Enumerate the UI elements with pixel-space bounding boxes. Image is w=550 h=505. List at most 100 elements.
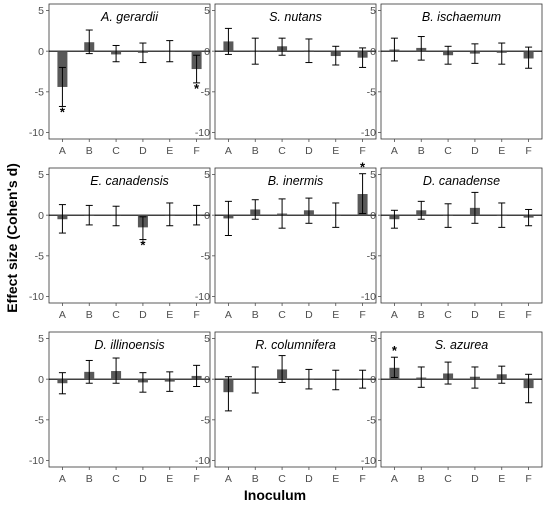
error-bar (332, 45, 340, 66)
error-bar (85, 359, 93, 384)
y-tick-label: -5 (367, 86, 376, 98)
y-tick-label: -10 (361, 291, 376, 303)
y-tick-label: 5 (38, 5, 44, 17)
x-tick-label: C (112, 145, 120, 157)
error-bar (471, 366, 479, 389)
error-bar (444, 361, 452, 385)
x-tick-label: C (112, 309, 120, 321)
y-tick-label: 0 (370, 210, 376, 222)
error-bar (332, 202, 340, 228)
y-tick-label: -10 (195, 291, 210, 303)
error-bar (224, 376, 232, 412)
error-bar (139, 216, 147, 241)
x-tick-label: A (59, 473, 66, 485)
panel-border (380, 3, 543, 140)
y-tick-label: 0 (204, 46, 210, 58)
error-bar (112, 205, 120, 227)
x-tick-label: C (112, 473, 120, 485)
panel-title: D. illinoensis (94, 338, 164, 352)
error-bar (251, 199, 259, 220)
x-tick-label: B (252, 145, 259, 157)
panel-6: D. canadense 5 0 -5 -10 A B C D E F (361, 167, 543, 321)
panel-8: R. columnifera 5 0 -5 -10 A B C D E F (195, 331, 377, 485)
y-tick-label: 0 (38, 46, 44, 58)
panel-3: B. ischaemum 5 0 -5 -10 A B C D E F (361, 3, 543, 157)
y-tick-label: 5 (204, 5, 210, 17)
x-tick-label: B (252, 309, 259, 321)
x-tick-label: D (305, 145, 313, 157)
x-tick-label: E (166, 145, 173, 157)
x-tick-label: D (139, 145, 147, 157)
x-tick-label: E (332, 309, 339, 321)
x-tick-label: D (471, 145, 479, 157)
y-tick-label: -10 (361, 455, 376, 467)
y-tick-label: 5 (38, 169, 44, 181)
x-tick-label: D (471, 309, 479, 321)
error-bar (166, 40, 174, 63)
x-tick-label: A (225, 473, 232, 485)
error-bar (332, 369, 340, 391)
x-tick-label: C (278, 145, 286, 157)
x-tick-label: B (418, 473, 425, 485)
error-bar (525, 208, 533, 227)
x-tick-label: C (278, 309, 286, 321)
y-tick-label: -5 (35, 86, 44, 98)
x-tick-label: F (525, 473, 531, 485)
y-tick-label: 0 (38, 210, 44, 222)
significance-star: * (360, 160, 366, 175)
x-tick-label: F (359, 145, 365, 157)
x-axis-title: Inoculum (244, 487, 306, 503)
x-tick-label: D (305, 309, 313, 321)
y-tick-label: -10 (195, 127, 210, 139)
x-tick-label: F (359, 309, 365, 321)
x-tick-label: D (139, 473, 147, 485)
x-tick-label: B (86, 145, 93, 157)
x-tick-label: A (225, 309, 232, 321)
error-bar (112, 44, 120, 63)
y-tick-label: 5 (370, 333, 376, 345)
y-tick-label: -5 (201, 414, 210, 426)
error-bar (359, 369, 367, 389)
error-bar (166, 202, 174, 227)
x-tick-label: B (86, 473, 93, 485)
error-bar (305, 38, 313, 64)
x-tick-label: E (498, 145, 505, 157)
error-bar (58, 372, 66, 395)
significance-star: * (194, 81, 200, 96)
panel-title: E. canadensis (90, 174, 169, 188)
x-tick-label: A (391, 145, 398, 157)
error-bar (251, 366, 259, 394)
error-bar (525, 373, 533, 404)
panel-border (48, 331, 211, 468)
error-bar (193, 54, 201, 84)
x-tick-label: E (498, 309, 505, 321)
y-tick-label: -5 (201, 86, 210, 98)
y-tick-label: -5 (201, 250, 210, 262)
error-bar (525, 46, 533, 69)
error-bar (444, 45, 452, 65)
error-bar (85, 204, 93, 226)
x-tick-label: C (444, 145, 452, 157)
error-bar (278, 37, 286, 56)
error-bar (390, 209, 398, 229)
y-tick-label: -5 (35, 250, 44, 262)
y-tick-label: 0 (38, 374, 44, 386)
y-tick-label: 0 (370, 374, 376, 386)
error-bar (58, 204, 66, 234)
error-bar (112, 357, 120, 384)
error-bar (224, 200, 232, 236)
panel-title: B. ischaemum (422, 10, 501, 24)
error-bar (251, 37, 259, 65)
panel-border (214, 331, 377, 468)
y-tick-label: -5 (367, 414, 376, 426)
error-bar (305, 368, 313, 390)
y-tick-label: 5 (204, 333, 210, 345)
x-tick-label: D (139, 309, 147, 321)
x-tick-label: C (444, 473, 452, 485)
x-tick-label: A (391, 473, 398, 485)
x-tick-label: B (418, 309, 425, 321)
panel-title: R. columnifera (255, 338, 336, 352)
error-bar (417, 366, 425, 388)
x-tick-label: F (525, 309, 531, 321)
